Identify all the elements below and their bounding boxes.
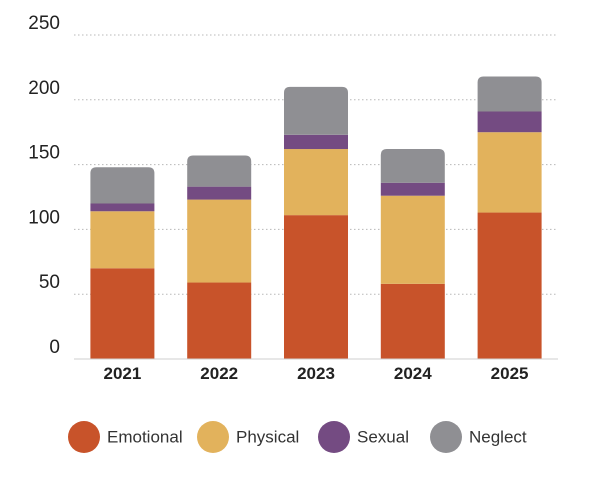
bar-emotional-2025 [477, 212, 542, 359]
y-tick-label: 250 [28, 13, 60, 34]
y-tick-label: 50 [39, 272, 60, 293]
legend-swatch-sexual [318, 421, 350, 453]
bar-neglect-2022 [187, 155, 252, 187]
legend: Emotional Physical Sexual Neglect [68, 421, 527, 453]
bar-neglect-2021 [90, 167, 155, 204]
legend-swatch-emotional [68, 421, 100, 453]
bar-emotional-2023 [284, 215, 348, 359]
bar-neglect-2023 [284, 86, 348, 135]
gridlines [74, 34, 558, 295]
x-axis-ticks: 2021 2022 2023 2024 2025 [103, 364, 528, 383]
legend-swatch-neglect [430, 421, 462, 453]
y-axis-ticks: 0 50 100 150 200 250 [28, 13, 60, 358]
bar-sexual-2021 [90, 203, 155, 212]
y-tick-label: 100 [28, 207, 60, 228]
bar-sexual-2025 [477, 111, 542, 133]
x-tick-label: 2024 [394, 364, 432, 383]
bar-neglect-2024 [380, 149, 445, 183]
x-tick-label: 2023 [297, 364, 335, 383]
bar-sexual-2024 [380, 182, 445, 196]
bar-physical-2023 [284, 149, 348, 216]
bar-physical-2022 [187, 199, 252, 283]
y-tick-label: 150 [28, 143, 60, 164]
legend-label-emotional: Emotional [107, 427, 183, 446]
legend-label-neglect: Neglect [469, 427, 527, 446]
bar-emotional-2024 [380, 283, 445, 359]
bar-sexual-2023 [284, 134, 348, 150]
legend-label-physical: Physical [236, 427, 299, 446]
bar-emotional-2022 [187, 282, 252, 359]
bar-emotional-2021 [90, 268, 155, 359]
legend-label-sexual: Sexual [357, 427, 409, 446]
y-tick-label: 0 [49, 337, 60, 358]
x-tick-label: 2022 [200, 364, 238, 383]
bars [90, 76, 542, 359]
bar-physical-2021 [90, 211, 155, 269]
bar-physical-2025 [477, 132, 542, 213]
bar-physical-2024 [380, 195, 445, 284]
bar-sexual-2022 [187, 186, 252, 200]
bar-neglect-2025 [477, 76, 542, 112]
x-tick-label: 2021 [103, 364, 141, 383]
x-tick-label: 2025 [491, 364, 529, 383]
legend-swatch-physical [197, 421, 229, 453]
y-tick-label: 200 [28, 78, 60, 99]
